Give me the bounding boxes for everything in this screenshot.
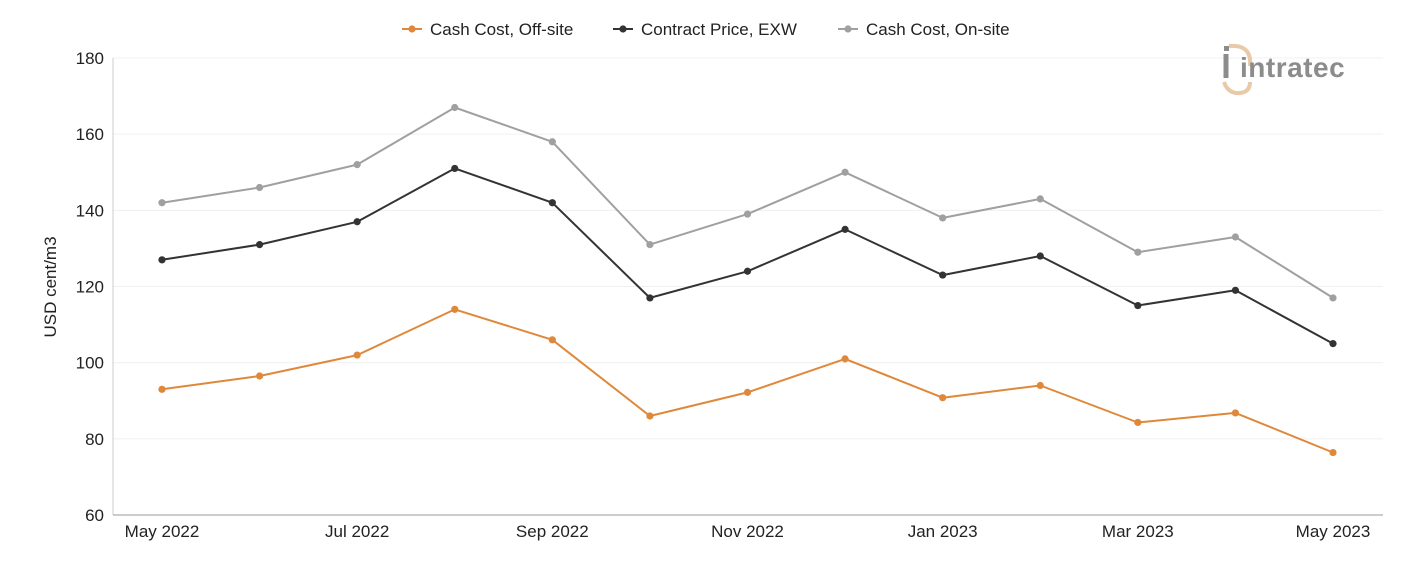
data-point [841,168,849,176]
data-point [548,336,556,344]
data-point [646,412,654,420]
legend: Cash Cost, Off-site Contract Price, EXW Ca… [402,20,1010,39]
legend-label: Cash Cost, Off-site [430,20,573,39]
data-point [1329,340,1337,348]
legend-item: Cash Cost, On-site [838,20,1010,39]
data-point [548,138,556,146]
legend-label: Cash Cost, On-site [866,20,1010,39]
series-line [161,308,1334,454]
series-line [161,167,1334,345]
series-group [158,103,1337,457]
data-point [1134,301,1142,310]
axes [112,58,1383,516]
data-point [939,271,947,279]
legend-swatch-marker [844,25,852,33]
data-point [158,385,166,393]
data-point [548,199,556,207]
series-2 [158,103,1337,302]
data-point [451,103,459,112]
data-point [841,355,849,363]
data-point [255,372,264,380]
y-tick-label: 100 [76,354,104,373]
x-tick-label: Nov 2022 [711,522,784,541]
data-point [1036,252,1044,260]
y-tick-label: 120 [76,278,104,297]
data-point [1231,233,1240,241]
y-tick-label: 180 [76,49,104,68]
data-point [353,351,361,359]
intratec-logo: intratec [1222,43,1345,96]
legend-item: Contract Price, EXW [613,20,797,39]
y-axis-label: USD cent/m3 [41,236,60,337]
data-point [646,294,654,302]
y-tick-label: 60 [85,506,104,525]
y-tick-label: 80 [85,430,104,449]
data-point [353,161,361,169]
data-point [1329,294,1337,302]
legend-item: Cash Cost, Off-site [402,20,573,39]
data-point [255,183,264,192]
data-point [841,225,849,233]
x-tick-label: May 2023 [1296,522,1371,541]
y-tick-labels: 60 80 100 120 140 160 180 [76,49,104,525]
data-point [939,214,947,222]
legend-swatch-marker [619,25,627,33]
data-point [158,199,166,207]
x-tick-labels: May 2022 Jul 2022 Sep 2022 Nov 2022 Jan 2023… [125,522,1371,541]
data-point [1134,418,1142,427]
legend-label: Contract Price, EXW [641,20,797,39]
data-point [158,256,166,264]
logo-text: intratec [1240,52,1345,83]
y-tick-label: 160 [76,125,104,144]
x-tick-label: May 2022 [125,522,200,541]
data-point [1036,195,1044,203]
data-point [1231,409,1240,417]
data-point [743,210,752,218]
grid [113,57,1383,440]
legend-swatch-marker [408,25,416,33]
data-point [743,267,752,275]
data-point [451,164,459,173]
data-point [1036,381,1044,390]
data-point [451,305,459,313]
data-point [646,241,654,249]
x-tick-label: Mar 2023 [1102,522,1174,541]
data-point [1231,286,1240,294]
y-tick-label: 140 [76,201,104,220]
x-tick-label: Sep 2022 [516,522,589,541]
series-0 [158,305,1337,457]
x-tick-label: Jul 2022 [325,522,389,541]
data-point [743,388,752,396]
data-point [255,241,264,249]
intratec-logo-icon [1222,43,1253,96]
data-point [1134,248,1142,256]
data-point [939,394,947,402]
data-point [353,218,361,226]
x-tick-label: Jan 2023 [908,522,978,541]
data-point [1329,448,1337,457]
series-1 [158,164,1337,348]
